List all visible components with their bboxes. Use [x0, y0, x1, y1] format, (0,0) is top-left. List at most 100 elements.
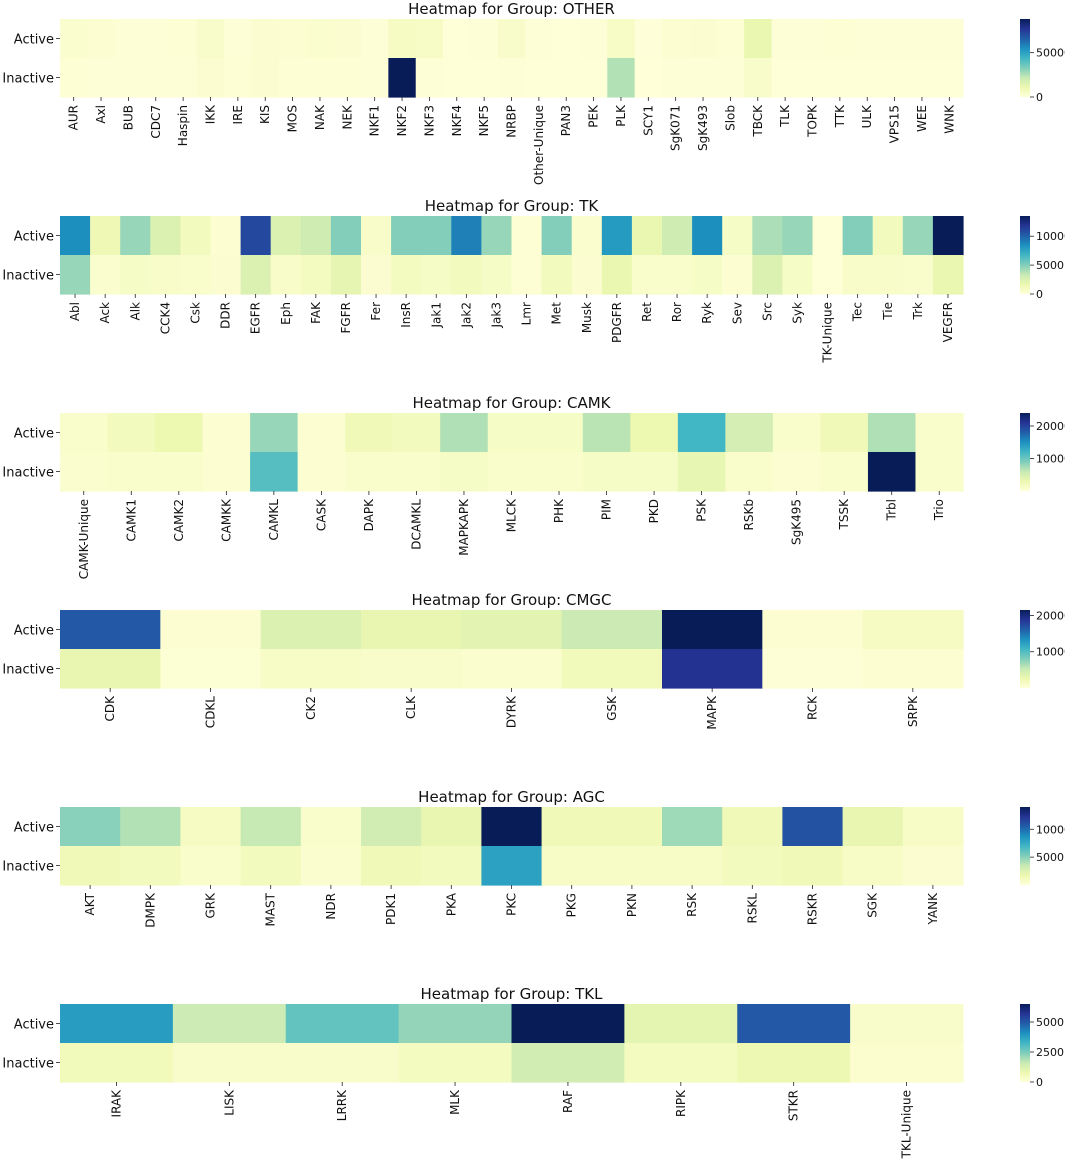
row-label: Inactive — [2, 1057, 54, 1072]
row-label: Active — [14, 821, 54, 836]
heatmap-cell — [662, 58, 690, 98]
heatmap-cell — [579, 19, 608, 59]
col-label: TLK — [778, 104, 792, 128]
col-label: RAF — [561, 1090, 575, 1113]
col-label: Src — [760, 302, 774, 321]
col-label: Ack — [98, 302, 112, 324]
heatmap-cell — [240, 216, 272, 256]
colorbar — [1020, 19, 1030, 97]
heatmap-cell — [440, 413, 489, 453]
heatmap-cell — [180, 846, 242, 886]
heatmap-cell — [415, 58, 444, 98]
col-label: RIPK — [674, 1089, 688, 1117]
col-label: LRRK — [335, 1089, 349, 1121]
col-label: Jak2 — [459, 302, 473, 328]
col-label: ULK — [860, 104, 874, 128]
heatmap-cell — [631, 255, 663, 295]
heatmap-cell — [250, 413, 299, 453]
heatmap-cell — [60, 807, 121, 847]
heatmap-cell — [60, 255, 91, 295]
heatmap-cell — [60, 610, 161, 650]
heatmap-cell — [443, 19, 472, 59]
heatmap-cell — [278, 58, 307, 98]
heatmap-cell — [662, 649, 763, 689]
col-label: MOS — [286, 105, 300, 132]
col-label: SRPK — [906, 695, 920, 727]
heatmap-cell — [771, 58, 800, 98]
heatmap-cell — [511, 255, 543, 295]
heatmap-cell — [662, 807, 723, 847]
heatmap-cell — [361, 58, 389, 98]
heatmap-cell — [90, 255, 121, 295]
heatmap-cell — [535, 452, 584, 492]
col-label: Tec — [851, 302, 865, 322]
heatmap-cell — [601, 846, 663, 886]
col-label: Abl — [68, 302, 82, 321]
col-label: Trio — [932, 499, 946, 521]
row-label: Active — [14, 1018, 54, 1033]
col-label: CAMK1 — [124, 499, 138, 541]
heatmap-cell — [689, 58, 718, 98]
col-label: CAMK2 — [172, 499, 186, 541]
heatmap-cell — [470, 19, 499, 59]
heatmap-cell — [461, 610, 563, 650]
col-label: AUR — [67, 105, 81, 130]
col-label: GRK — [204, 892, 218, 919]
heatmap-cell — [196, 19, 225, 59]
heatmap-cell — [902, 216, 934, 256]
heatmap-cell — [461, 649, 563, 689]
colorbar — [1020, 807, 1030, 885]
heatmap-cell — [87, 19, 116, 59]
heatmap-cell — [782, 807, 844, 847]
heatmap-panel: Heatmap for Group: CAMK Active Inactive CAM… — [2, 394, 1065, 579]
col-label: MAPKAPK — [457, 498, 471, 556]
heatmap-cell — [285, 1004, 400, 1044]
heatmap-cell — [525, 19, 554, 59]
heatmap-cell — [624, 1043, 738, 1083]
heatmap-cell — [285, 1043, 400, 1083]
col-label: CDK — [103, 695, 117, 722]
heatmap-cell — [915, 452, 964, 492]
col-label: Lmr — [520, 302, 534, 325]
row-label: Active — [14, 230, 54, 245]
heatmap-cell — [872, 255, 904, 295]
heatmap-cell — [497, 19, 526, 59]
heatmap-cell — [812, 216, 844, 256]
col-label: NKF3 — [422, 105, 436, 136]
heatmap-cell — [932, 216, 964, 256]
heatmap-cell — [842, 216, 874, 256]
heatmap-cell — [601, 255, 633, 295]
col-label: EGFR — [249, 302, 263, 334]
heatmap-cell — [361, 19, 389, 59]
heatmap-cell — [915, 413, 964, 453]
col-label: SgK493 — [696, 105, 710, 151]
col-label: Musk — [580, 302, 594, 333]
heatmap-cell — [850, 1004, 964, 1044]
heatmap-cell — [361, 807, 422, 847]
col-label: DAPK — [362, 498, 376, 531]
heatmap-cell — [744, 19, 773, 59]
row-label: Inactive — [2, 663, 54, 678]
heatmap-cell — [716, 58, 745, 98]
colorbar-tick-label: 5000 — [1036, 1016, 1064, 1029]
col-label: SgK495 — [790, 499, 804, 545]
heatmap-panel: Heatmap for Group: TK Active Inactive Abl Ac… — [2, 197, 1065, 364]
heatmap-cell — [451, 255, 482, 295]
heatmap-cell — [798, 19, 827, 59]
col-label: WNK — [942, 104, 956, 134]
heatmap-cell — [306, 19, 335, 59]
heatmap-cell — [631, 216, 663, 256]
col-label: Haspin — [176, 105, 190, 146]
col-label: Ret — [640, 302, 654, 322]
heatmap-cell — [782, 255, 814, 295]
heatmap-cell — [90, 216, 121, 256]
heatmap-cell — [902, 255, 934, 295]
heatmap-cell — [601, 216, 633, 256]
col-label: PEK — [587, 104, 601, 128]
col-label: MAST — [264, 892, 278, 926]
heatmap-cell — [260, 649, 362, 689]
colorbar-tick-label: 10000 — [1036, 230, 1065, 243]
col-label: PDK1 — [384, 893, 398, 925]
heatmap-cell — [908, 19, 937, 59]
